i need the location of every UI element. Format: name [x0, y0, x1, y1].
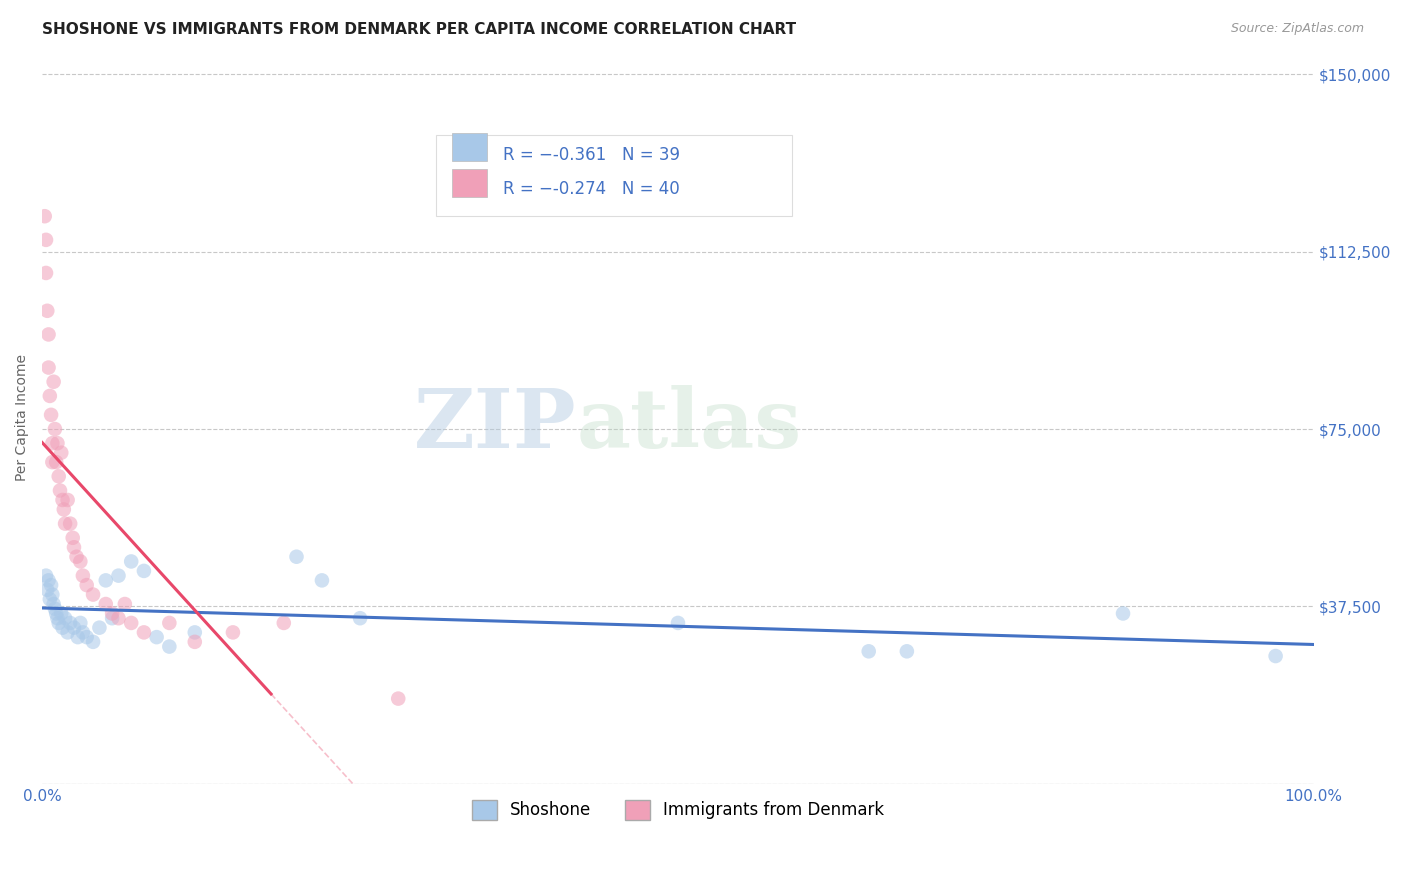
Text: ZIP: ZIP	[413, 384, 576, 465]
Point	[35, 233, 58, 247]
Point	[35, 568, 58, 582]
Point	[89, 621, 111, 635]
Point	[94, 597, 117, 611]
Point	[45, 455, 67, 469]
Text: R = −-0.361   N = 39: R = −-0.361 N = 39	[502, 146, 679, 164]
Point	[45, 607, 67, 621]
Point	[273, 615, 295, 630]
Point	[101, 607, 124, 621]
Point	[39, 408, 62, 422]
Point	[42, 375, 65, 389]
Point	[107, 568, 129, 582]
Point	[34, 209, 56, 223]
Point	[48, 615, 70, 630]
Point	[858, 644, 880, 658]
Point	[349, 611, 371, 625]
Point	[666, 615, 689, 630]
Point	[49, 483, 72, 498]
Legend: Shoshone, Immigrants from Denmark: Shoshone, Immigrants from Denmark	[465, 793, 891, 827]
Point	[65, 549, 87, 564]
Point	[1264, 648, 1286, 663]
Point	[37, 582, 59, 597]
Point	[896, 644, 918, 658]
Point	[157, 615, 180, 630]
Point	[387, 691, 409, 706]
Text: SHOSHONE VS IMMIGRANTS FROM DENMARK PER CAPITA INCOME CORRELATION CHART: SHOSHONE VS IMMIGRANTS FROM DENMARK PER …	[42, 22, 796, 37]
FancyBboxPatch shape	[436, 135, 793, 216]
Point	[120, 554, 142, 568]
Point	[35, 266, 58, 280]
Point	[76, 630, 98, 644]
Point	[107, 611, 129, 625]
Point	[145, 630, 167, 644]
Point	[56, 625, 79, 640]
Point	[69, 615, 91, 630]
Point	[41, 455, 63, 469]
Point	[72, 568, 94, 582]
Point	[82, 588, 104, 602]
Point	[63, 541, 86, 555]
FancyBboxPatch shape	[451, 133, 488, 161]
Point	[132, 625, 155, 640]
Point	[82, 635, 104, 649]
Point	[44, 422, 66, 436]
Point	[48, 469, 70, 483]
Point	[51, 445, 73, 459]
Point	[44, 601, 66, 615]
Point	[38, 592, 60, 607]
Point	[59, 615, 82, 630]
Point	[37, 303, 59, 318]
Text: R = −-0.274   N = 40: R = −-0.274 N = 40	[502, 180, 679, 198]
Point	[69, 554, 91, 568]
Point	[114, 597, 136, 611]
Point	[222, 625, 245, 640]
Point	[157, 640, 180, 654]
Point	[56, 493, 79, 508]
Point	[184, 635, 207, 649]
Point	[38, 327, 60, 342]
Point	[184, 625, 207, 640]
Y-axis label: Per Capita Income: Per Capita Income	[15, 354, 30, 481]
Point	[76, 578, 98, 592]
Point	[62, 531, 84, 545]
Point	[120, 615, 142, 630]
Point	[101, 611, 124, 625]
Point	[51, 493, 73, 508]
Text: atlas: atlas	[576, 384, 801, 465]
Point	[1112, 607, 1135, 621]
Point	[38, 360, 60, 375]
Text: Source: ZipAtlas.com: Source: ZipAtlas.com	[1230, 22, 1364, 36]
Point	[94, 574, 117, 588]
Point	[311, 574, 333, 588]
Point	[63, 621, 86, 635]
Point	[53, 611, 76, 625]
Point	[39, 578, 62, 592]
Point	[285, 549, 308, 564]
Point	[51, 607, 73, 621]
Point	[41, 588, 63, 602]
Point	[53, 516, 76, 531]
Point	[51, 621, 73, 635]
Point	[59, 516, 82, 531]
Point	[132, 564, 155, 578]
Point	[66, 630, 89, 644]
Point	[38, 389, 60, 403]
Point	[38, 574, 60, 588]
FancyBboxPatch shape	[451, 169, 488, 197]
Point	[46, 611, 69, 625]
Point	[42, 597, 65, 611]
Point	[46, 436, 69, 450]
Point	[72, 625, 94, 640]
Point	[41, 436, 63, 450]
Point	[52, 502, 75, 516]
